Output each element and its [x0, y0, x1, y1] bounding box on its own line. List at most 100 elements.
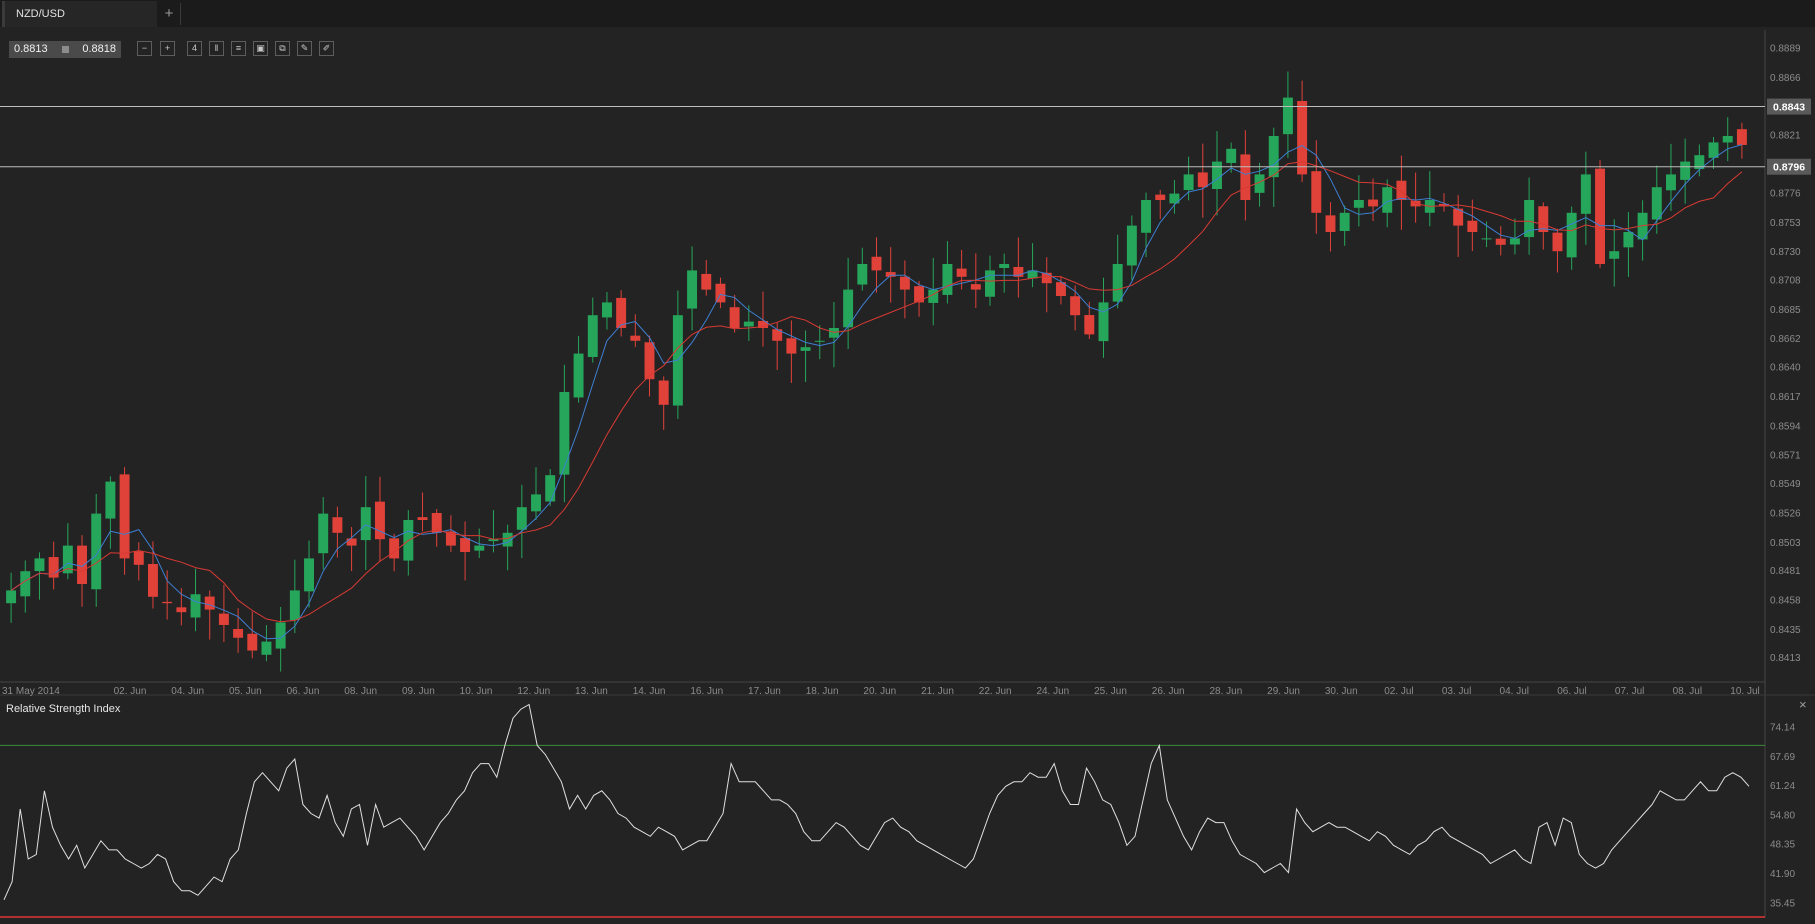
candle-body — [1680, 161, 1691, 180]
candle-body — [289, 590, 300, 621]
candle-body — [658, 380, 669, 405]
candle-body — [1055, 282, 1066, 296]
time-tick-label: 30. Jun — [1325, 686, 1358, 697]
candle-body — [1226, 148, 1237, 163]
candle-body — [502, 532, 513, 547]
candle-body — [1651, 187, 1662, 220]
candle-body — [1368, 199, 1379, 207]
candle-body — [914, 286, 925, 303]
price-tick-label: 0.8594 — [1770, 421, 1801, 432]
close-icon[interactable]: × — [1799, 697, 1807, 712]
candle-body — [374, 501, 385, 540]
candle-body — [1396, 180, 1407, 200]
edit-icon[interactable]: ✎ — [297, 41, 312, 56]
candle-body — [360, 507, 371, 541]
candle-body — [1197, 172, 1208, 188]
rsi-tick-label: 35.45 — [1770, 898, 1795, 909]
zoom-in-icon[interactable]: + — [160, 41, 175, 56]
candle-body — [970, 284, 981, 290]
objects-icon[interactable]: ⧉ — [275, 41, 290, 56]
candle-body — [218, 613, 229, 625]
price-tick-label: 0.8526 — [1770, 508, 1801, 519]
time-tick-label: 08. Jul — [1673, 686, 1702, 697]
candle-body — [531, 494, 541, 512]
candle-body — [559, 392, 570, 475]
price-tick-label: 0.8549 — [1770, 479, 1801, 490]
templates-icon[interactable]: ▣ — [253, 41, 268, 56]
candle-body — [1736, 129, 1747, 145]
candle-body — [147, 564, 158, 597]
candle-body — [616, 297, 627, 328]
candle-body — [1282, 97, 1293, 135]
candle-body — [77, 545, 87, 584]
time-tick-label: 05. Jun — [229, 686, 262, 697]
candle-body — [743, 321, 754, 327]
timeframe-icon[interactable]: 4 — [187, 41, 202, 56]
time-tick-label: 25. Jun — [1094, 686, 1127, 697]
price-level-tag — [1767, 158, 1811, 175]
candle-body — [488, 539, 499, 542]
candle-body — [942, 264, 953, 295]
candle-body — [516, 507, 527, 530]
candle-body — [1694, 155, 1705, 170]
candle-body — [261, 641, 272, 655]
candle-body — [1070, 296, 1081, 316]
price-tick-label: 0.8821 — [1770, 131, 1801, 142]
price-tick-label: 0.8617 — [1770, 392, 1801, 403]
price-tick-label: 0.8866 — [1770, 73, 1801, 84]
add-tab-button[interactable]: + — [158, 3, 181, 25]
candle-body — [1382, 187, 1393, 213]
price-tick-label: 0.8753 — [1770, 218, 1801, 229]
candle-body — [1041, 272, 1052, 284]
time-tick-label: 03. Jul — [1442, 686, 1471, 697]
price-tick-label: 0.8889 — [1770, 44, 1801, 55]
time-tick-label: 04. Jun — [171, 686, 204, 697]
candle-body — [1240, 154, 1251, 200]
time-tick-label: 31 May 2014 — [2, 686, 60, 697]
draw-icon[interactable]: ✐ — [319, 41, 334, 56]
quote-box[interactable]: 0.8813 0.8818 — [9, 41, 121, 58]
price-tick-label: 0.8481 — [1770, 566, 1801, 577]
tab-nzdusd[interactable]: NZD/USD — [2, 1, 157, 27]
moving-average-slow — [10, 161, 1743, 623]
time-tick-label: 24. Jun — [1036, 686, 1069, 697]
candle-body — [233, 629, 244, 638]
candle-body — [275, 622, 286, 649]
time-tick-label: 10. Jun — [460, 686, 493, 697]
price-level-label: 0.8843 — [1773, 102, 1805, 114]
time-tick-label: 02. Jul — [1384, 686, 1413, 697]
candle-body — [1311, 171, 1322, 213]
candle-body — [1112, 264, 1123, 302]
time-tick-label: 09. Jun — [402, 686, 435, 697]
candle-body — [729, 307, 740, 328]
candle-body — [389, 538, 400, 559]
price-level-tag — [1767, 98, 1811, 115]
candle-body — [1297, 101, 1308, 175]
price-tick-label: 0.8708 — [1770, 275, 1801, 286]
candle-body — [1325, 215, 1336, 232]
candle-body — [758, 320, 768, 328]
rsi-tick-label: 67.69 — [1770, 752, 1795, 763]
candle-body — [105, 481, 116, 519]
indicators-icon[interactable]: ≡ — [231, 41, 246, 56]
candle-body — [701, 273, 712, 290]
rsi-tick-label: 61.24 — [1770, 781, 1795, 792]
candle-body — [1268, 136, 1279, 178]
quote-separator — [62, 46, 69, 53]
tab-bar: NZD/USD + — [0, 0, 1815, 27]
candle-body — [715, 283, 726, 303]
candle-body — [1254, 174, 1265, 193]
chart-type-icon[interactable]: ‖ — [209, 41, 224, 56]
price-tick-label: 0.8413 — [1770, 653, 1801, 664]
zoom-out-icon[interactable]: − — [137, 41, 152, 56]
rsi-tick-label: 48.35 — [1770, 840, 1795, 851]
candle-body — [1566, 212, 1577, 258]
time-tick-label: 12. Jun — [517, 686, 550, 697]
candle-body — [1580, 174, 1591, 214]
candle-body — [1467, 220, 1478, 232]
tab-label: NZD/USD — [16, 8, 65, 20]
time-tick-label: 06. Jun — [287, 686, 320, 697]
candle-body — [1027, 270, 1038, 279]
candle-body — [34, 558, 45, 572]
